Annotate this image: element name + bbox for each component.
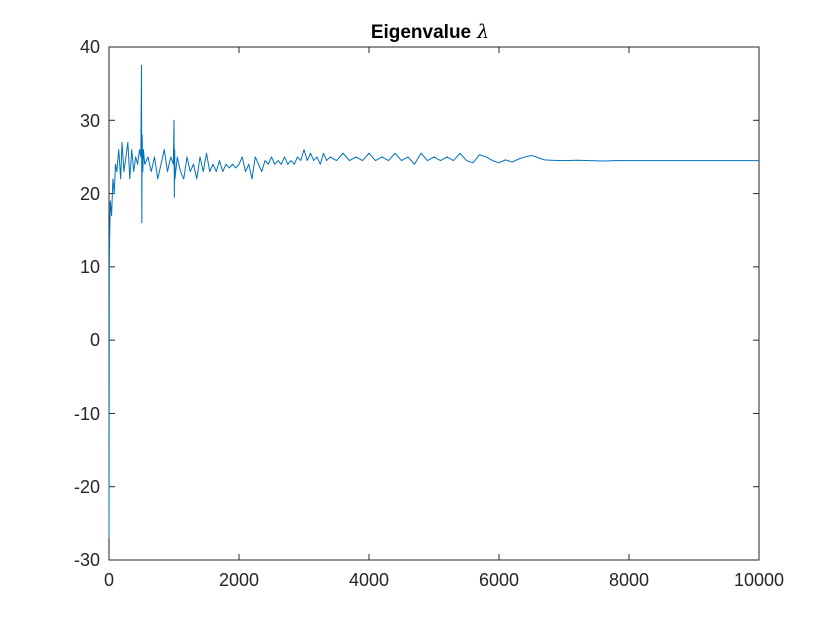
y-tick-label: 20	[80, 184, 100, 204]
x-tick-label: 10000	[734, 570, 784, 590]
y-axis-tick-labels: -30 -20 -10 0 10 20 30 40	[74, 37, 100, 570]
y-tick-label: 30	[80, 111, 100, 131]
chart-title-text: Eigenvalue	[371, 22, 471, 43]
y-tick-label: 0	[90, 330, 100, 350]
y-tick-label: 10	[80, 257, 100, 277]
x-axis-tick-labels: 0 2000 4000 6000 8000 10000	[104, 570, 784, 590]
y-tick-label: -10	[74, 404, 100, 424]
x-tick-label: 6000	[479, 570, 519, 590]
x-tick-label: 8000	[609, 570, 649, 590]
x-tick-label: 0	[104, 570, 114, 590]
y-tick-label: -30	[74, 550, 100, 570]
plot-area	[108, 46, 760, 561]
eigenvalue-series-line	[108, 64, 759, 539]
y-tick-label: 40	[80, 37, 100, 57]
x-tick-label: 4000	[349, 570, 389, 590]
chart-title: Eigenvalue λ	[371, 21, 489, 43]
chart-title-symbol: λ	[476, 21, 489, 43]
y-tick-label: -20	[74, 477, 100, 497]
x-tick-label: 2000	[219, 570, 259, 590]
